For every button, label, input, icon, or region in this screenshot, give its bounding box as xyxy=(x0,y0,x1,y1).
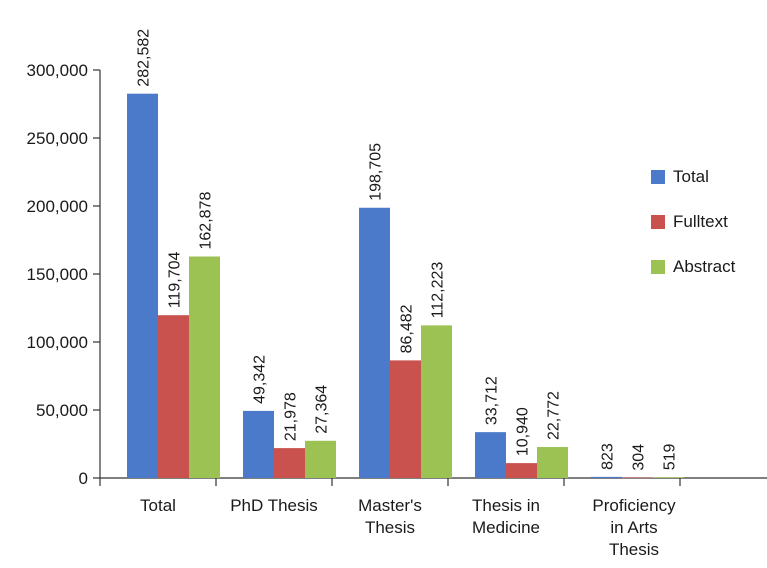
x-category-label: in Arts xyxy=(610,518,657,537)
y-tick-label: 100,000 xyxy=(27,333,88,352)
bar-fulltext-0 xyxy=(158,315,189,478)
bar-abstract-3 xyxy=(537,447,568,478)
bars xyxy=(127,93,684,479)
bar-total-4 xyxy=(591,476,622,478)
y-tick-label: 300,000 xyxy=(27,61,88,80)
data-labels: 282,582 49,342 198,705 33,712 823 119,704 21,9… xyxy=(136,29,679,471)
bar-total-0 xyxy=(127,93,158,478)
x-category-label: Thesis xyxy=(609,540,659,559)
y-tick-label: 250,000 xyxy=(27,129,88,148)
data-label: 282,582 xyxy=(136,29,153,87)
bar-fulltext-4 xyxy=(622,477,653,479)
data-label: 49,342 xyxy=(252,355,269,404)
bar-total-3 xyxy=(475,432,506,478)
bar-abstract-4 xyxy=(653,477,684,478)
bar-total-2 xyxy=(359,207,390,478)
data-label: 86,482 xyxy=(399,304,416,353)
data-label: 21,978 xyxy=(283,392,300,441)
legend-label-fulltext: Fulltext xyxy=(673,212,728,231)
x-category-label: Medicine xyxy=(472,518,540,537)
bar-total-1 xyxy=(243,410,274,478)
bar-abstract-1 xyxy=(305,440,336,478)
data-label: 112,223 xyxy=(430,262,447,319)
data-label: 10,940 xyxy=(515,407,532,456)
data-label: 198,705 xyxy=(368,143,385,201)
data-label: 304 xyxy=(631,444,648,471)
data-label: 33,712 xyxy=(484,376,501,425)
y-tick-label: 200,000 xyxy=(27,197,88,216)
legend-swatch-total xyxy=(651,170,665,184)
y-tick-label: 0 xyxy=(79,469,88,488)
bar-fulltext-2 xyxy=(390,360,421,478)
x-category-label: Thesis xyxy=(365,518,415,537)
y-axis: 0 50,000 100,000 150,000 200,000 250,000 300,0… xyxy=(27,61,101,488)
data-label: 823 xyxy=(600,443,617,470)
data-label: 162,878 xyxy=(198,192,215,250)
bar-fulltext-1 xyxy=(274,448,305,478)
x-axis: Total PhD Thesis Master's Thesis Thesis in Me… xyxy=(99,477,767,559)
legend: Total Fulltext Abstract xyxy=(651,167,736,276)
bar-abstract-2 xyxy=(421,325,452,478)
legend-label-total: Total xyxy=(673,167,709,186)
x-category-label: Thesis in xyxy=(472,496,540,515)
y-tick-label: 150,000 xyxy=(27,265,88,284)
data-label: 519 xyxy=(662,443,679,470)
y-tick-label: 50,000 xyxy=(36,401,88,420)
legend-label-abstract: Abstract xyxy=(673,257,736,276)
bar-abstract-0 xyxy=(189,256,220,478)
x-category-label: Total xyxy=(140,496,176,515)
x-category-label: Master's xyxy=(358,496,422,515)
data-label: 22,772 xyxy=(546,391,563,440)
legend-swatch-fulltext xyxy=(651,215,665,229)
data-label: 27,364 xyxy=(314,385,331,434)
x-category-label: PhD Thesis xyxy=(230,496,318,515)
legend-swatch-abstract xyxy=(651,260,665,274)
bar-fulltext-3 xyxy=(506,463,537,478)
x-category-label: Proficiency xyxy=(592,496,676,515)
data-label: 119,704 xyxy=(167,251,184,308)
